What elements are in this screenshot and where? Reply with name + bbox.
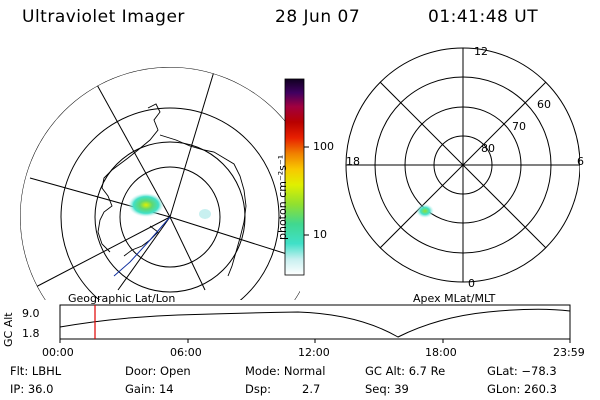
meridian-line <box>117 216 171 291</box>
aurora-emission <box>199 209 211 219</box>
meridian-line <box>169 216 291 256</box>
time-tick: 18:00 <box>425 346 457 359</box>
aurora-emission <box>128 193 164 217</box>
geographic-plot-label: Geographic Lat/Lon <box>68 292 176 305</box>
latitude-circle <box>119 166 221 268</box>
dsp-value: 2.7 <box>302 382 321 396</box>
gain-status: Gain: 14 <box>125 382 174 396</box>
aurora-emission <box>416 204 434 218</box>
colorbar-tick-100: 100 <box>313 140 334 153</box>
altitude-tick-max: 9.0 <box>22 307 40 320</box>
mlat-label-80: 80 <box>481 142 495 155</box>
glat-status: GLat: −78.3 <box>487 364 557 378</box>
mlt-label-12: 12 <box>474 45 488 58</box>
meridian-line <box>74 67 171 218</box>
colorbar-unit-label: photon cm⁻²s⁻¹ <box>276 154 289 240</box>
color-scale-bar <box>284 78 309 276</box>
mlat-label-60: 60 <box>537 98 551 111</box>
time-tick: 23:59 <box>553 346 585 359</box>
mlt-label-6: 6 <box>577 155 584 168</box>
date-label: 28 Jun 07 <box>275 7 361 27</box>
meridian-line <box>169 67 223 218</box>
time-tick: 12:00 <box>298 346 330 359</box>
ip-status: IP: 36.0 <box>10 382 54 396</box>
meridian-line <box>169 216 206 291</box>
mlt-label-18: 18 <box>346 155 360 168</box>
meridian-line <box>29 216 171 291</box>
outer-latitude-circle <box>20 67 300 300</box>
gc-alt-status: GC Alt: 6.7 Re <box>365 364 446 378</box>
time-label: 01:41:48 UT <box>428 7 539 27</box>
altitude-tick-min: 1.8 <box>22 327 40 340</box>
apex-plot-label: Apex MLat/MLT <box>413 292 496 305</box>
coastline <box>97 103 161 253</box>
altitude-axis-label: GC Alt <box>2 312 15 347</box>
glon-status: GLon: 260.3 <box>487 382 557 396</box>
seq-status: Seq: 39 <box>365 382 409 396</box>
coastline <box>159 134 247 277</box>
coastline <box>123 225 159 257</box>
altitude-curve <box>59 308 571 338</box>
door-status: Door: Open <box>125 364 191 378</box>
mlat-label-70: 70 <box>512 120 526 133</box>
filter-status: Flt: LBHL <box>10 364 62 378</box>
geographic-polar-plot <box>20 67 300 300</box>
time-tick: 00:00 <box>42 346 74 359</box>
mode-status: Mode: Normal <box>245 364 326 378</box>
mlt-line <box>379 81 547 249</box>
colorbar-tick-10: 10 <box>313 228 327 241</box>
satellite-track <box>113 216 171 277</box>
apex-polar-plot <box>345 47 580 283</box>
altitude-timeline <box>59 304 571 343</box>
latitude-circle <box>60 107 280 300</box>
dsp-label: Dsp: <box>245 382 272 396</box>
mlt-label-0: 0 <box>468 277 475 290</box>
time-tick: 06:00 <box>170 346 202 359</box>
instrument-title: Ultraviolet Imager <box>22 7 185 27</box>
